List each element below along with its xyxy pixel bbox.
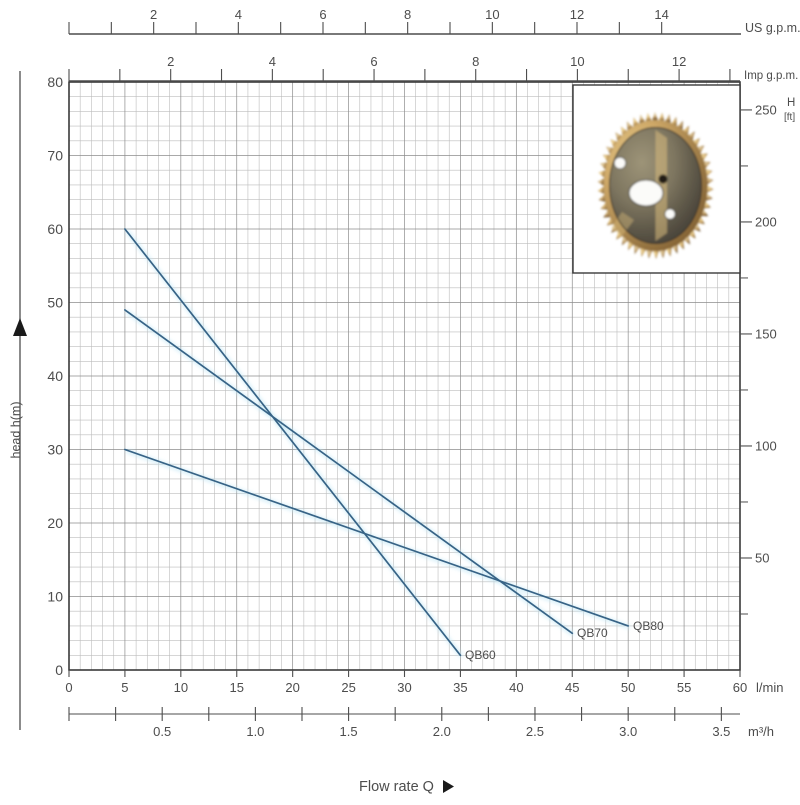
svg-text:150: 150	[755, 326, 777, 341]
svg-text:0: 0	[55, 662, 63, 678]
svg-text:40: 40	[47, 368, 63, 384]
svg-text:50: 50	[621, 680, 635, 695]
svg-text:12: 12	[672, 54, 686, 69]
svg-text:50: 50	[755, 550, 769, 565]
svg-text:Flow rate Q: Flow rate Q	[359, 779, 434, 795]
svg-text:10: 10	[47, 589, 63, 605]
svg-text:20: 20	[285, 680, 299, 695]
svg-text:25: 25	[341, 680, 355, 695]
svg-text:30: 30	[397, 680, 411, 695]
svg-text:2: 2	[150, 7, 157, 22]
svg-text:200: 200	[755, 214, 777, 229]
svg-text:55: 55	[677, 680, 691, 695]
svg-text:2: 2	[167, 54, 174, 69]
svg-text:60: 60	[733, 680, 747, 695]
svg-text:US g.p.m.: US g.p.m.	[745, 21, 800, 35]
svg-text:6: 6	[370, 54, 377, 69]
svg-text:80: 80	[47, 74, 63, 90]
svg-text:2.5: 2.5	[526, 724, 544, 739]
svg-text:0.5: 0.5	[153, 724, 171, 739]
svg-text:4: 4	[269, 54, 276, 69]
svg-text:H: H	[787, 97, 795, 109]
svg-text:1.5: 1.5	[340, 724, 358, 739]
svg-text:15: 15	[230, 680, 244, 695]
svg-text:10: 10	[485, 7, 499, 22]
svg-text:45: 45	[565, 680, 579, 695]
svg-text:QB70: QB70	[577, 626, 608, 640]
svg-text:head h(m): head h(m)	[9, 402, 23, 459]
svg-text:14: 14	[654, 7, 668, 22]
svg-text:20: 20	[47, 515, 63, 531]
svg-text:30: 30	[47, 442, 63, 458]
svg-text:10: 10	[174, 680, 188, 695]
svg-text:40: 40	[509, 680, 523, 695]
svg-text:10: 10	[570, 54, 584, 69]
svg-text:8: 8	[404, 7, 411, 22]
svg-text:12: 12	[570, 7, 584, 22]
svg-text:m³/h: m³/h	[748, 724, 774, 739]
svg-text:QB60: QB60	[465, 648, 496, 662]
svg-text:3.5: 3.5	[712, 724, 730, 739]
svg-text:2.0: 2.0	[433, 724, 451, 739]
svg-text:Imp g.p.m.: Imp g.p.m.	[744, 70, 798, 82]
svg-text:100: 100	[755, 438, 777, 453]
svg-text:35: 35	[453, 680, 467, 695]
svg-text:6: 6	[319, 7, 326, 22]
svg-text:QB80: QB80	[633, 619, 664, 633]
svg-text:[ft]: [ft]	[784, 112, 795, 123]
svg-text:0: 0	[65, 680, 72, 695]
svg-text:50: 50	[47, 295, 63, 311]
svg-text:60: 60	[47, 221, 63, 237]
svg-text:1.0: 1.0	[246, 724, 264, 739]
svg-text:4: 4	[235, 7, 242, 22]
svg-text:l/min: l/min	[756, 680, 783, 695]
svg-text:70: 70	[47, 148, 63, 164]
svg-text:5: 5	[121, 680, 128, 695]
svg-text:8: 8	[472, 54, 479, 69]
svg-text:250: 250	[755, 102, 777, 117]
svg-text:3.0: 3.0	[619, 724, 637, 739]
